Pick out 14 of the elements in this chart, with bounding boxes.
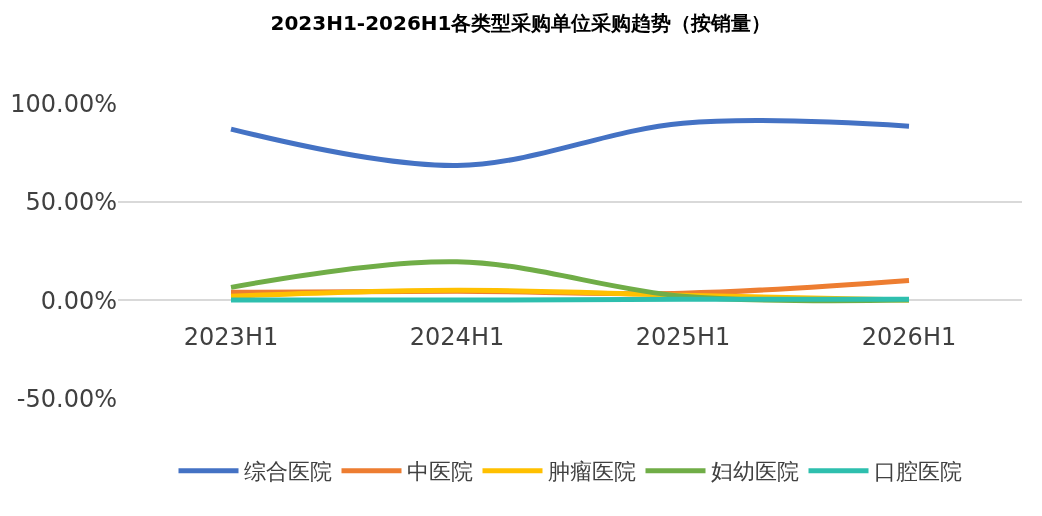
legend-label: 综合医院 xyxy=(243,459,332,485)
y-tick-label: 100.00% xyxy=(10,89,117,118)
x-tick-label: 2026H1 xyxy=(861,323,957,352)
y-tick-label: 0.00% xyxy=(40,286,117,315)
y-tick-label: 50.00% xyxy=(25,188,117,217)
legend-label: 中医院 xyxy=(406,459,473,485)
chart-title: 2023H1-2026H1各类型采购单位采购趋势（按销量） xyxy=(270,11,772,36)
y-tick-label: -50.00% xyxy=(16,384,117,413)
legend-label: 口腔医院 xyxy=(873,459,962,485)
legend-label: 肿瘤医院 xyxy=(547,459,636,485)
x-tick-label: 2024H1 xyxy=(409,323,505,352)
legend-label: 妇幼医院 xyxy=(710,459,799,485)
x-tick-label: 2023H1 xyxy=(183,323,279,352)
x-tick-label: 2025H1 xyxy=(635,323,731,352)
